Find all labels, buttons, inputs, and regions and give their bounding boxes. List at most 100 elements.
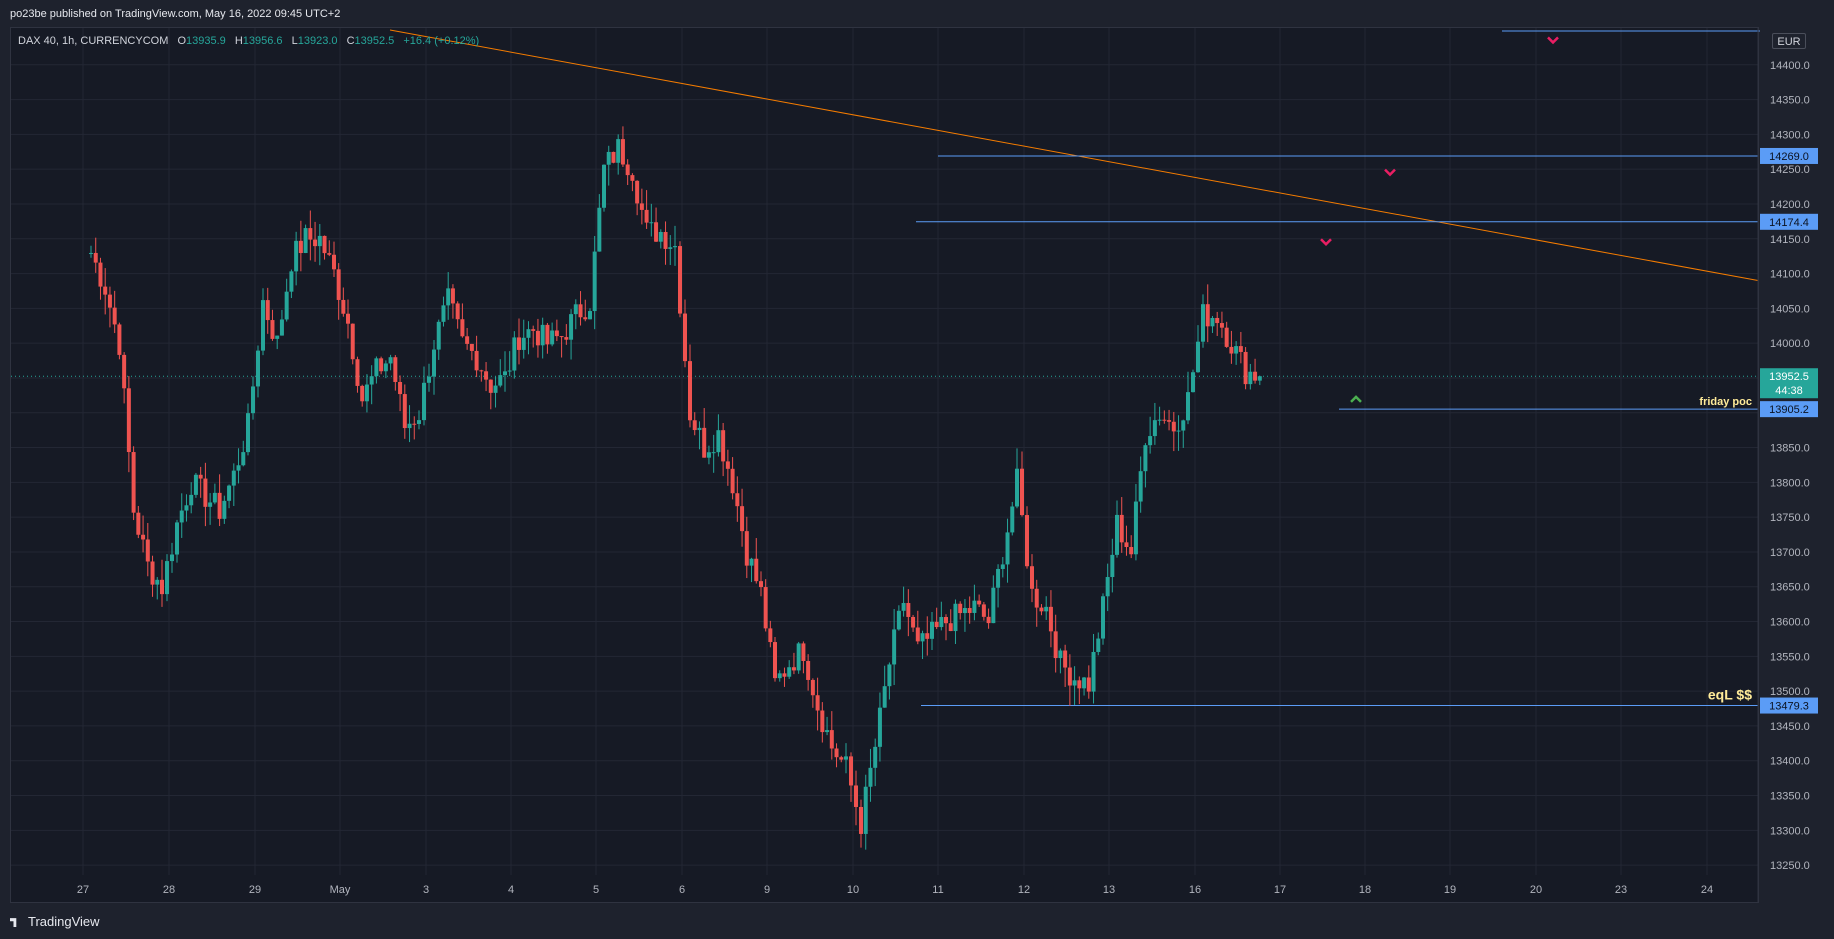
x-tick-label: 6 (679, 884, 685, 896)
chart-panel[interactable] (10, 27, 1759, 903)
trendline[interactable] (389, 29, 1759, 282)
candle-body (393, 357, 398, 382)
candle-body (735, 493, 740, 507)
candle-body (730, 468, 735, 494)
candle-body (407, 423, 412, 429)
candle-body (512, 337, 517, 371)
candle-body (131, 452, 136, 513)
candle-body (103, 286, 108, 295)
tradingview-logo[interactable]: TradingView (10, 914, 100, 929)
candle-body (749, 558, 754, 566)
candle-body (265, 300, 270, 321)
candle-body (1044, 606, 1049, 612)
candle-body (1215, 317, 1220, 324)
candle-body (1148, 436, 1153, 446)
candle-body (721, 430, 726, 462)
candle-body (663, 231, 668, 249)
horizontal-levels[interactable]: friday poc eqL $$ (11, 30, 1760, 707)
candle-body (768, 628, 773, 643)
candle-body (298, 240, 303, 254)
arrow-up-icon (1350, 395, 1362, 403)
candle-body (915, 627, 920, 642)
candle-body (355, 359, 360, 386)
candle-body (630, 175, 635, 181)
candle-body (1096, 638, 1101, 652)
close-value: 13952.5 (354, 35, 395, 47)
candle-body (402, 394, 407, 429)
candle-body (620, 139, 625, 165)
candle-body (1243, 351, 1248, 385)
candle-body (1176, 430, 1181, 432)
candle-body (782, 673, 787, 677)
candle-body (583, 317, 588, 320)
change-value: +16.4 (+0.12%) (403, 35, 480, 47)
candle-body (606, 151, 611, 165)
candle-body (678, 246, 682, 314)
candle-body (1101, 596, 1105, 639)
publish-bar: po23be published on TradingView.com, May… (0, 0, 1834, 27)
candle-body (165, 561, 169, 595)
candle-body (503, 371, 507, 376)
candle-body (545, 324, 550, 345)
candle-body (967, 608, 972, 613)
candle-body (1048, 606, 1053, 632)
candle-body (1129, 547, 1134, 555)
low-key: L (291, 35, 298, 47)
candle-body (986, 616, 991, 624)
candle-body (578, 304, 583, 318)
candle-body (1238, 346, 1243, 352)
y-tick-label: 14050.0 (1770, 303, 1810, 315)
arrow-down-icon (1547, 36, 1559, 45)
candle-body (217, 492, 222, 519)
candle-body (155, 579, 160, 585)
level-price-tag (1760, 147, 1818, 164)
candle-body (308, 228, 313, 240)
candle-body (911, 616, 916, 628)
candle-body (484, 371, 489, 380)
candle-body (517, 337, 521, 350)
candle-body (246, 413, 250, 453)
candle-body (806, 660, 811, 680)
candles (89, 126, 1262, 850)
candle-body (388, 357, 393, 364)
candle-body (535, 330, 540, 346)
candle-body (796, 643, 801, 671)
currency-button[interactable]: EUR (1772, 33, 1806, 49)
candle-body (759, 581, 763, 588)
countdown-label: 44:38 (1775, 385, 1803, 397)
candle-body (350, 323, 355, 360)
x-tick-label: 13 (1103, 884, 1115, 896)
y-tick-label: 13350.0 (1770, 791, 1810, 803)
x-tick-label: 28 (163, 884, 175, 896)
last-price-label: 13952.5 (1769, 371, 1809, 383)
candle-body (877, 707, 882, 747)
candle-body (383, 363, 388, 372)
candle-body (953, 603, 958, 632)
candle-body (275, 335, 280, 339)
y-tick-label: 13400.0 (1770, 756, 1810, 768)
candle-body (1219, 323, 1224, 328)
candle-body (1162, 419, 1167, 421)
arrow-down-icon (1320, 238, 1332, 247)
x-tick-label: 23 (1615, 884, 1627, 896)
candle-body (1248, 371, 1253, 385)
candle-body (934, 621, 939, 628)
candle-body (981, 604, 986, 617)
candle-body (1025, 515, 1029, 567)
candle-body (493, 385, 498, 393)
candle-body (526, 329, 531, 338)
symbol-label[interactable]: DAX 40, 1h, CURRENCYCOM (18, 35, 169, 47)
candle-body (284, 291, 289, 320)
candle-body (212, 492, 217, 503)
candle-body (189, 494, 194, 506)
axes: 13250.0 13300.0 13350.0 13400.0 13450.0 13500… (77, 28, 1810, 903)
candle-body (1167, 420, 1172, 422)
candle-body (227, 485, 232, 501)
candle-body (450, 288, 455, 304)
tradingview-icon (10, 918, 17, 928)
candle-body (1119, 514, 1124, 543)
candle-body (1157, 419, 1162, 421)
candle-body (422, 382, 426, 421)
candle-body (649, 222, 654, 224)
